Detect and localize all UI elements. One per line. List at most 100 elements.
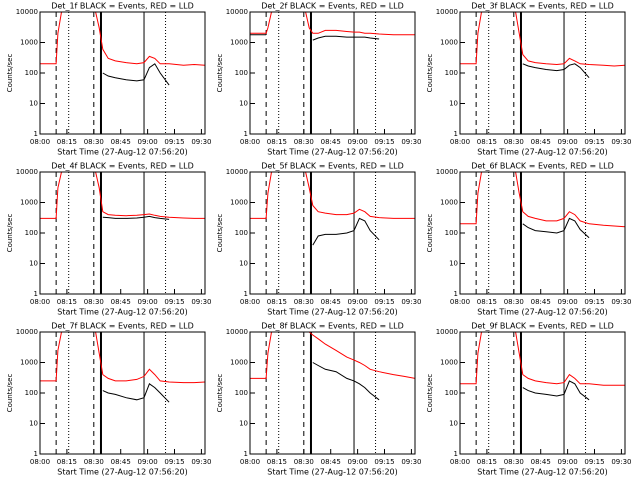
plot-frame xyxy=(459,11,626,135)
x-tick-label: 09:30 xyxy=(191,298,211,306)
x-tick-label: 08:45 xyxy=(321,458,341,466)
x-axis-title: Start Time (27-Aug-12 07:56:20) xyxy=(477,468,608,477)
y-tick-label: 1 xyxy=(454,290,458,298)
x-tick-label: 09:15 xyxy=(374,138,394,146)
x-tick-label: 08:15 xyxy=(267,138,287,146)
series-line xyxy=(40,171,205,219)
x-tick-label: 09:00 xyxy=(348,138,368,146)
x-tick-label: 09:15 xyxy=(164,138,184,146)
x-tick-label: 08:00 xyxy=(240,138,260,146)
x-tick-label: 08:15 xyxy=(57,298,77,306)
x-tick-label: 08:45 xyxy=(531,458,551,466)
x-tick-label: 08:30 xyxy=(504,138,524,146)
x-tick-label: 08:30 xyxy=(84,458,104,466)
plot-frame xyxy=(459,171,626,295)
x-tick-label: 09:30 xyxy=(611,458,631,466)
series-line xyxy=(312,217,380,246)
x-tick-label: 08:15 xyxy=(57,138,77,146)
chart-title: Det_1f BLACK = Events, RED = LLD xyxy=(51,2,194,11)
y-tick-label: 10 xyxy=(239,100,248,108)
y-tick-label: 100 xyxy=(25,389,38,397)
series-line xyxy=(40,11,206,66)
y-tick-label: 10000 xyxy=(16,168,38,176)
y-tick-label: 10 xyxy=(449,100,458,108)
y-tick-label: 1 xyxy=(34,290,38,298)
x-tick-label: 08:30 xyxy=(504,458,524,466)
y-tick-label: 10000 xyxy=(226,168,248,176)
y-axis-title: Counts/sec xyxy=(6,214,14,253)
y-tick-label: 1000 xyxy=(230,39,248,47)
x-tick-label: 08:15 xyxy=(477,138,497,146)
x-axis-title: Start Time (27-Aug-12 07:56:20) xyxy=(57,308,188,317)
x-tick-label: 09:30 xyxy=(611,298,631,306)
series-line xyxy=(250,331,416,379)
y-tick-label: 10000 xyxy=(436,168,458,176)
series-line xyxy=(250,171,415,219)
y-tick-label: 10000 xyxy=(16,328,38,336)
x-tick-label: 08:00 xyxy=(450,458,470,466)
series-line xyxy=(522,63,590,79)
x-tick-label: 09:15 xyxy=(374,458,394,466)
x-tick-label: 08:00 xyxy=(450,138,470,146)
series-line xyxy=(102,215,170,220)
series-line xyxy=(250,11,415,36)
series-line xyxy=(460,171,626,228)
series-line xyxy=(250,34,380,41)
x-tick-label: 09:15 xyxy=(584,138,604,146)
chart-title: Det_7f BLACK = Events, RED = LLD xyxy=(51,322,194,331)
y-tick-label: 100 xyxy=(235,69,248,77)
x-tick-label: 08:00 xyxy=(240,458,260,466)
chart-title: Det_6f BLACK = Events, RED = LLD xyxy=(471,162,614,171)
y-tick-label: 100 xyxy=(445,389,458,397)
y-axis-title: Counts/sec xyxy=(6,374,14,413)
x-tick-label: 08:15 xyxy=(267,298,287,306)
x-tick-label: 08:15 xyxy=(477,458,497,466)
x-axis-title: Start Time (27-Aug-12 07:56:20) xyxy=(267,468,398,477)
y-tick-label: 1000 xyxy=(20,359,38,367)
y-tick-label: 1 xyxy=(454,450,458,458)
x-tick-label: 09:30 xyxy=(401,458,421,466)
x-tick-label: 09:15 xyxy=(584,458,604,466)
series-line xyxy=(40,331,206,384)
y-axis-title: Counts/sec xyxy=(426,214,434,253)
y-axis-title: Counts/sec xyxy=(216,374,224,413)
y-tick-label: 100 xyxy=(445,69,458,77)
x-tick-label: 09:00 xyxy=(138,298,158,306)
plot-frame xyxy=(39,171,206,295)
plot-frame xyxy=(249,11,416,135)
plot-frame xyxy=(249,331,416,455)
x-tick-label: 08:00 xyxy=(30,298,50,306)
y-tick-label: 1000 xyxy=(20,39,38,47)
plot-frame xyxy=(39,11,206,135)
x-tick-label: 08:45 xyxy=(111,298,131,306)
y-tick-label: 10000 xyxy=(436,8,458,16)
y-axis-title: Counts/sec xyxy=(6,54,14,93)
x-tick-label: 08:30 xyxy=(294,458,314,466)
x-tick-label: 09:30 xyxy=(611,138,631,146)
x-tick-label: 08:45 xyxy=(321,138,341,146)
series-line xyxy=(102,383,170,403)
x-axis-title: Start Time (27-Aug-12 07:56:20) xyxy=(477,308,608,317)
x-tick-label: 08:00 xyxy=(30,458,50,466)
x-tick-label: 09:00 xyxy=(558,458,578,466)
y-tick-label: 10 xyxy=(29,260,38,268)
y-tick-label: 1000 xyxy=(440,359,458,367)
x-tick-label: 08:45 xyxy=(111,138,131,146)
x-tick-label: 09:30 xyxy=(191,138,211,146)
chart-title: Det_3f BLACK = Events, RED = LLD xyxy=(471,2,614,11)
x-axis-title: Start Time (27-Aug-12 07:56:20) xyxy=(267,148,398,157)
y-tick-label: 10000 xyxy=(226,8,248,16)
x-tick-label: 09:00 xyxy=(348,298,368,306)
y-tick-label: 10 xyxy=(239,420,248,428)
y-tick-label: 100 xyxy=(235,389,248,397)
y-tick-label: 10 xyxy=(449,420,458,428)
x-tick-label: 09:15 xyxy=(164,298,184,306)
x-tick-label: 08:00 xyxy=(450,298,470,306)
x-tick-label: 09:30 xyxy=(191,458,211,466)
y-tick-label: 100 xyxy=(445,229,458,237)
y-tick-label: 1000 xyxy=(440,199,458,207)
series-line xyxy=(522,217,590,239)
x-tick-label: 09:15 xyxy=(374,298,394,306)
x-tick-label: 09:00 xyxy=(348,458,368,466)
chart-title: Det_8f BLACK = Events, RED = LLD xyxy=(261,322,404,331)
